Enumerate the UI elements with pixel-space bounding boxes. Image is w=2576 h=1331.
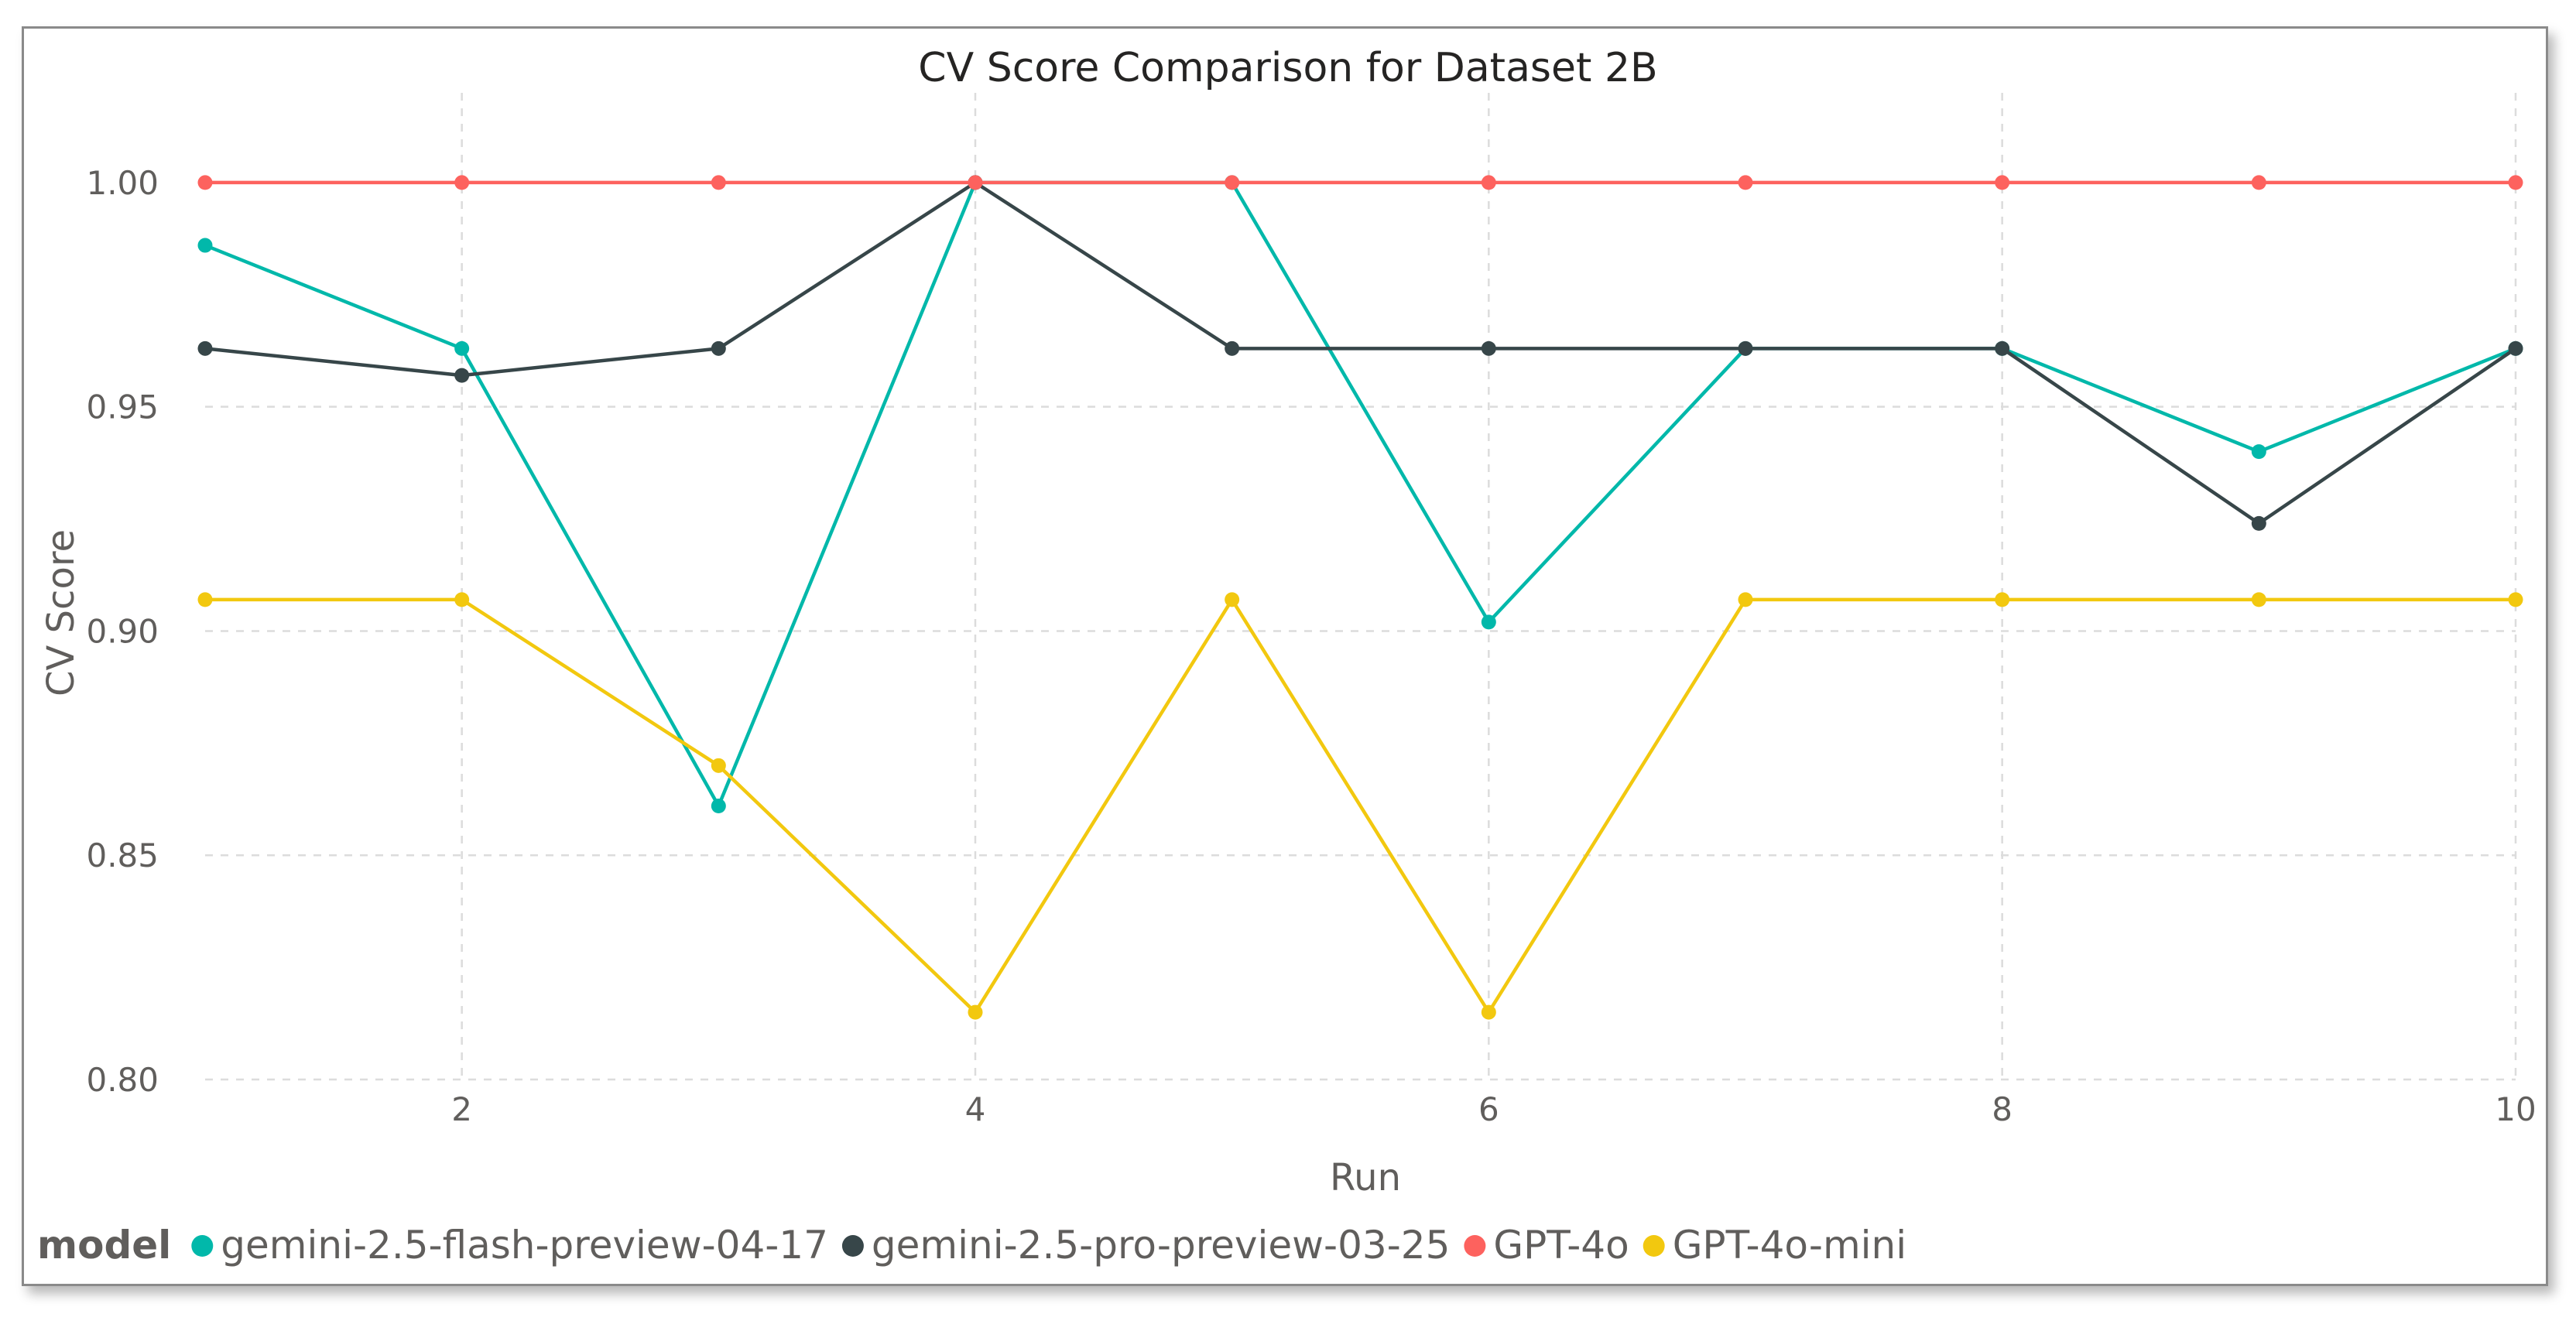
data-point[interactable] bbox=[1738, 175, 1753, 190]
data-point[interactable] bbox=[2251, 592, 2266, 607]
data-point[interactable] bbox=[1481, 340, 1496, 356]
data-point[interactable] bbox=[2508, 592, 2523, 607]
series-GPT-4o bbox=[197, 175, 2523, 190]
legend-label: GPT-4o bbox=[1493, 1223, 1629, 1268]
y-tick-label: 0.95 bbox=[86, 388, 159, 426]
data-point[interactable] bbox=[1738, 592, 1753, 607]
x-tick-label: 6 bbox=[1478, 1090, 1499, 1128]
data-point[interactable] bbox=[968, 1004, 983, 1020]
data-point[interactable] bbox=[1738, 340, 1753, 356]
data-point[interactable] bbox=[711, 798, 726, 813]
series-GPT-4o-mini bbox=[197, 592, 2523, 1020]
x-tick-label: 2 bbox=[451, 1090, 472, 1128]
chart-title: CV Score Comparison for Dataset 2B bbox=[918, 45, 1657, 91]
series bbox=[197, 175, 2523, 1020]
data-point[interactable] bbox=[197, 340, 213, 356]
legend-item[interactable]: gemini-2.5-flash-preview-04-17 bbox=[191, 1223, 828, 1268]
x-tick-label: 8 bbox=[1992, 1090, 2012, 1128]
data-point[interactable] bbox=[711, 175, 726, 190]
data-point[interactable] bbox=[711, 340, 726, 356]
legend-item[interactable]: GPT-4o bbox=[1464, 1223, 1629, 1268]
y-axis-label: CV Score bbox=[39, 529, 83, 696]
data-point[interactable] bbox=[197, 592, 213, 607]
series-line bbox=[204, 180, 2517, 525]
y-axis-ticks: 0.80 0.85 0.90 0.95 1.00 bbox=[86, 164, 159, 1099]
data-point[interactable] bbox=[197, 238, 213, 253]
legend-marker bbox=[841, 1235, 864, 1257]
grid bbox=[205, 93, 2517, 1081]
data-point[interactable] bbox=[1995, 592, 2010, 607]
data-point[interactable] bbox=[2508, 340, 2523, 356]
data-point[interactable] bbox=[2251, 444, 2266, 460]
legend-marker bbox=[1464, 1235, 1486, 1257]
chart-frame bbox=[22, 26, 2548, 1286]
series-line bbox=[204, 180, 2516, 808]
data-point[interactable] bbox=[454, 175, 470, 190]
legend: model gemini-2.5-flash-preview-04-17 gemi… bbox=[37, 1223, 1906, 1268]
x-axis-ticks: 2 4 6 8 10 bbox=[451, 1090, 2536, 1128]
data-point[interactable] bbox=[454, 592, 470, 607]
data-point[interactable] bbox=[197, 175, 213, 190]
data-point[interactable] bbox=[1481, 175, 1496, 190]
data-point[interactable] bbox=[2508, 175, 2523, 190]
data-point[interactable] bbox=[1225, 340, 1240, 356]
legend-item[interactable]: GPT-4o-mini bbox=[1643, 1223, 1906, 1268]
data-point[interactable] bbox=[2251, 175, 2266, 190]
y-tick-label: 0.90 bbox=[86, 612, 159, 650]
legend-label: gemini-2.5-pro-preview-03-25 bbox=[872, 1223, 1450, 1268]
x-tick-label: 10 bbox=[2495, 1090, 2536, 1128]
series-gemini-2.5-flash-preview-04-17 bbox=[197, 175, 2523, 813]
data-point[interactable] bbox=[1481, 614, 1496, 630]
data-point[interactable] bbox=[2251, 515, 2266, 531]
x-tick-label: 4 bbox=[965, 1090, 986, 1128]
data-point[interactable] bbox=[1225, 175, 1240, 190]
data-point[interactable] bbox=[1225, 592, 1240, 607]
x-axis-label: Run bbox=[1330, 1156, 1401, 1199]
data-point[interactable] bbox=[968, 175, 983, 190]
data-point[interactable] bbox=[454, 340, 470, 356]
legend-label: gemini-2.5-flash-preview-04-17 bbox=[221, 1223, 828, 1268]
series-gemini-2.5-pro-preview-03-25 bbox=[197, 175, 2523, 531]
legend-item[interactable]: gemini-2.5-pro-preview-03-25 bbox=[841, 1223, 1450, 1268]
legend-marker bbox=[1643, 1235, 1665, 1257]
y-tick-label: 0.80 bbox=[86, 1061, 159, 1099]
data-point[interactable] bbox=[1995, 175, 2010, 190]
legend-title: model bbox=[37, 1223, 171, 1268]
data-point[interactable] bbox=[711, 758, 726, 773]
legend-marker bbox=[191, 1235, 214, 1257]
y-tick-label: 0.85 bbox=[86, 837, 159, 874]
y-tick-label: 1.00 bbox=[86, 164, 159, 202]
series-line bbox=[205, 597, 2516, 1015]
legend-label: GPT-4o-mini bbox=[1673, 1223, 1906, 1268]
data-point[interactable] bbox=[1995, 340, 2010, 356]
data-point[interactable] bbox=[1481, 1004, 1496, 1020]
data-point[interactable] bbox=[454, 368, 470, 383]
